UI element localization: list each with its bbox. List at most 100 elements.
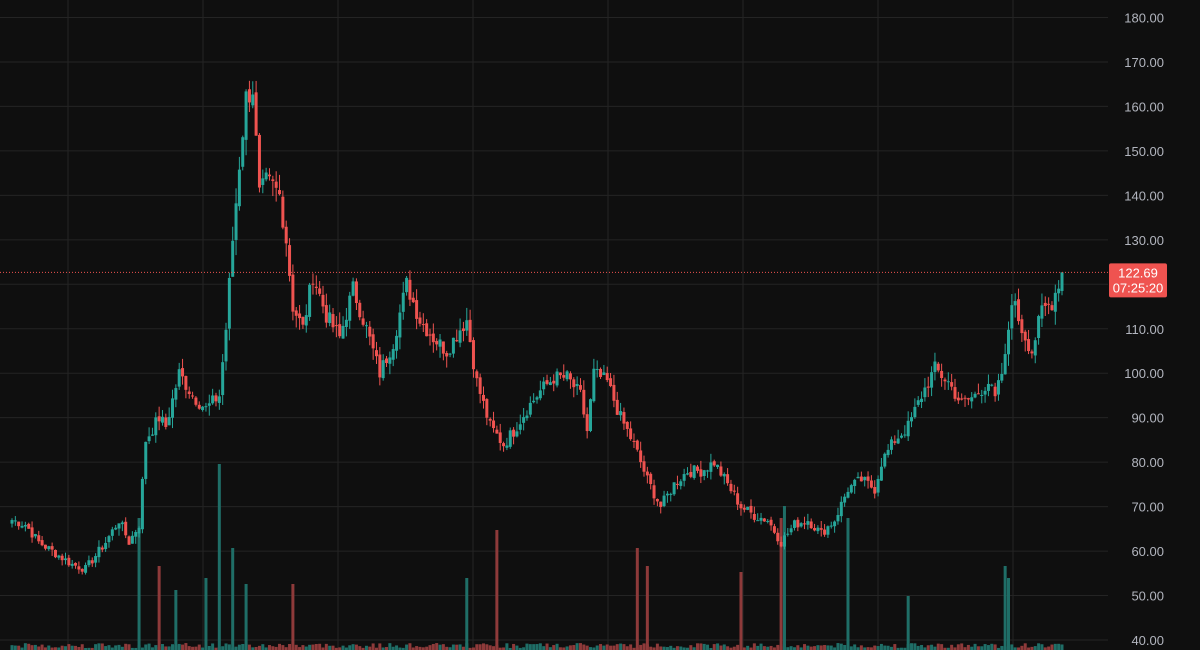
- volume-bar: [806, 645, 810, 650]
- volume-bar: [237, 644, 241, 650]
- candle-body: [976, 393, 980, 395]
- volume-bar: [709, 647, 713, 650]
- candle-body: [525, 415, 529, 419]
- candle-body: [84, 565, 88, 573]
- candle-body: [1043, 302, 1047, 306]
- volume-bar: [1043, 647, 1047, 650]
- volume-bar: [702, 643, 706, 650]
- volume-bar: [381, 647, 385, 650]
- candle-body: [599, 368, 603, 377]
- candle-body: [585, 414, 589, 432]
- volume-bar: [157, 566, 161, 650]
- candle-body: [241, 137, 245, 167]
- volume-bar: [405, 644, 409, 650]
- candle-body: [699, 469, 703, 477]
- volume-bar: [732, 646, 736, 650]
- candle-body: [328, 312, 332, 324]
- candle-body: [615, 399, 619, 415]
- candle-body: [395, 335, 399, 351]
- candle-body: [431, 333, 435, 343]
- volume-bar: [572, 645, 576, 650]
- candle-body: [207, 403, 211, 406]
- candle-body: [652, 485, 656, 499]
- volume-bar: [167, 646, 171, 650]
- candle-body: [512, 429, 516, 437]
- volume-bar: [90, 647, 94, 650]
- candle-body: [47, 546, 51, 550]
- current-price-badge: [1109, 263, 1167, 298]
- candle-body: [90, 560, 94, 564]
- volume-bar: [996, 647, 1000, 650]
- price-axis-tick-label: 90.00: [1131, 411, 1164, 426]
- volume-bar: [294, 644, 298, 650]
- volume-bar: [211, 643, 215, 650]
- candle-body: [181, 368, 185, 377]
- candle-body: [669, 493, 673, 495]
- volume-bar: [177, 643, 181, 650]
- volume-bar: [187, 646, 191, 650]
- candle-body: [231, 240, 235, 277]
- volume-bar: [441, 644, 445, 650]
- volume-bar: [853, 644, 857, 650]
- candle-body: [485, 399, 489, 418]
- candle-body: [709, 462, 713, 472]
- candle-body: [923, 387, 927, 398]
- candle-body: [983, 390, 987, 395]
- volume-bar: [876, 646, 880, 650]
- candle-body: [264, 172, 268, 180]
- volume-bar: [558, 647, 562, 650]
- volume-bar: [17, 645, 21, 650]
- candle-body: [428, 334, 432, 336]
- candle-body: [973, 393, 977, 398]
- volume-bar: [565, 646, 569, 650]
- candle-body: [465, 320, 469, 331]
- volume-bar: [685, 647, 689, 650]
- candle-body: [481, 394, 485, 401]
- volume-bar: [104, 646, 108, 650]
- candle-body: [1060, 272, 1064, 291]
- candle-body: [940, 370, 944, 379]
- candle-body: [298, 313, 302, 319]
- candle-body: [826, 526, 830, 535]
- candle-body: [401, 292, 405, 312]
- volume-bar: [488, 645, 492, 650]
- candle-body: [110, 529, 114, 536]
- candle-body: [796, 519, 800, 528]
- volume-bar: [916, 645, 920, 650]
- candle-body: [498, 432, 502, 443]
- volume-bar: [960, 643, 964, 650]
- candle-body: [622, 412, 626, 424]
- volume-bar: [184, 643, 188, 650]
- volume-bar: [308, 644, 312, 650]
- volume-bar: [201, 647, 205, 650]
- candle-body: [839, 501, 843, 517]
- volume-bar: [97, 643, 101, 650]
- candle-body: [1047, 303, 1051, 305]
- candle-body: [572, 379, 576, 388]
- candle-body: [869, 480, 873, 488]
- volume-bar: [100, 643, 104, 650]
- volume-bar: [789, 646, 793, 650]
- candle-body: [234, 203, 238, 240]
- candle-body: [117, 523, 121, 529]
- volume-bar: [171, 644, 175, 650]
- volume-bar: [859, 645, 863, 650]
- candle-body: [137, 527, 141, 534]
- volume-bar: [401, 647, 405, 650]
- candle-body: [946, 381, 950, 383]
- volume-bar: [481, 643, 485, 650]
- candle-body: [455, 340, 459, 342]
- candle-body: [10, 520, 14, 524]
- candle-body: [488, 418, 492, 421]
- price-axis-tick-label: 140.00: [1124, 188, 1164, 203]
- candle-body: [689, 471, 693, 477]
- candle-body: [331, 314, 335, 328]
- candle-body: [696, 466, 700, 471]
- candle-body: [237, 169, 241, 207]
- volume-bar: [425, 646, 429, 650]
- volume-bar: [645, 566, 649, 650]
- volume-bar: [421, 647, 425, 650]
- volume-bar: [465, 578, 469, 650]
